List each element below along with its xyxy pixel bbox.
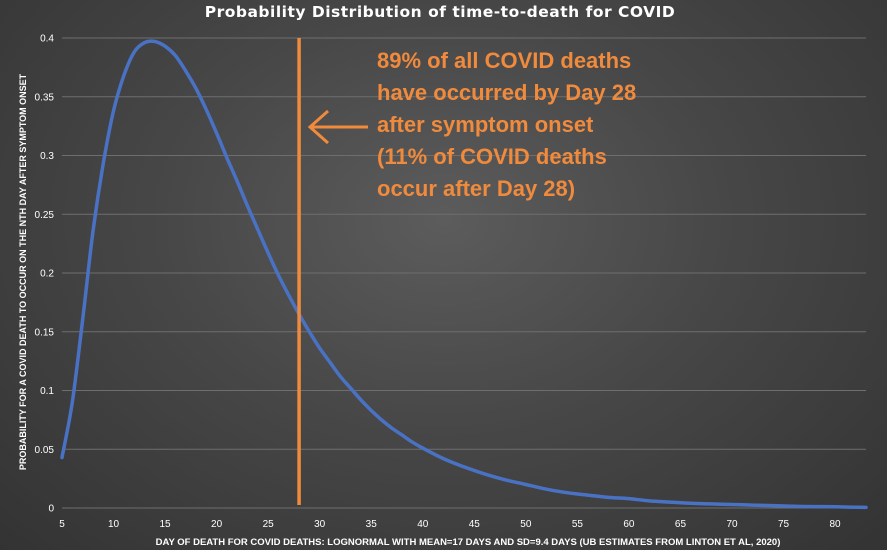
series-line [60,39,868,510]
x-tick-label: 40 [417,519,429,530]
x-tick-label: 75 [778,519,790,530]
x-tick-label: 30 [314,519,326,530]
x-tick-label: 70 [726,519,738,530]
x-tick-label: 60 [623,519,635,530]
y-tick-label: 0 [48,504,54,515]
annotation-line: have occurred by Day 28 [377,80,636,105]
y-tick-labels: 0 0.05 0.1 0.15 0.2 0.25 0.3 0.35 0.4 [35,34,55,515]
x-tick-label: 35 [366,519,378,530]
x-tick-labels: 5 10 15 20 25 30 35 40 45 50 55 60 65 70 75 80 [59,519,841,530]
x-tick-label: 10 [108,519,120,530]
y-tick-label: 0.05 [35,445,55,456]
y-axis-label: PROBABILITY FOR A COVID DEATH TO OCCUR O… [18,73,28,470]
y-tick-label: 0.15 [35,327,55,338]
x-tick-label: 20 [211,519,223,530]
annotation-line: (11% of COVID deaths [377,144,607,169]
x-tick-label: 65 [675,519,687,530]
x-axis-label: DAY OF DEATH FOR COVID DEATHS: LOGNORMAL… [156,537,781,548]
grid-layer [62,37,866,509]
annotation-text: 89% of all COVID deaths have occurred by … [377,48,636,201]
x-tick-label: 25 [263,519,275,530]
x-tick-label: 50 [520,519,532,530]
annotation-line: 89% of all COVID deaths [377,48,631,73]
y-tick-label: 0.3 [40,151,54,162]
arrow-left-icon [307,109,368,145]
x-tick-label: 5 [59,519,65,530]
x-tick-label: 80 [830,519,842,530]
annotation-line: after symptom onset [377,112,594,137]
y-tick-label: 0.4 [40,34,54,45]
x-tick-label: 55 [572,519,584,530]
x-tick-label: 45 [469,519,481,530]
y-tick-label: 0.1 [40,386,54,397]
annotation-line: occur after Day 28) [377,176,575,201]
y-tick-label: 0.25 [35,210,55,221]
y-tick-label: 0.35 [35,92,55,103]
chart-title: Probability Distribution of time-to-deat… [205,3,676,21]
x-tick-label: 15 [160,519,172,530]
y-tick-label: 0.2 [40,269,54,280]
